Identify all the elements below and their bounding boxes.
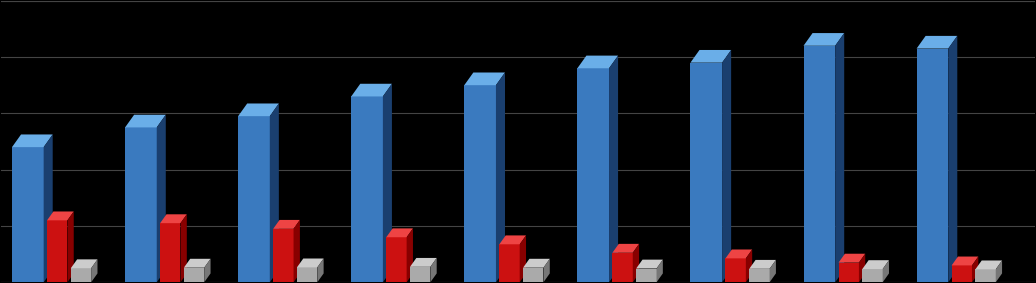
Polygon shape bbox=[770, 260, 776, 282]
Polygon shape bbox=[386, 228, 413, 237]
Polygon shape bbox=[612, 253, 633, 282]
Polygon shape bbox=[386, 237, 406, 282]
Polygon shape bbox=[297, 258, 323, 267]
Polygon shape bbox=[725, 250, 752, 258]
Polygon shape bbox=[269, 104, 279, 282]
Polygon shape bbox=[496, 72, 505, 282]
Polygon shape bbox=[577, 68, 609, 282]
Polygon shape bbox=[523, 268, 544, 282]
Polygon shape bbox=[183, 268, 204, 282]
Polygon shape bbox=[293, 220, 299, 282]
Polygon shape bbox=[406, 228, 413, 282]
Polygon shape bbox=[544, 259, 550, 282]
Polygon shape bbox=[749, 260, 776, 269]
Polygon shape bbox=[238, 104, 279, 116]
Polygon shape bbox=[430, 258, 437, 282]
Polygon shape bbox=[125, 115, 166, 127]
Polygon shape bbox=[125, 127, 156, 282]
Polygon shape bbox=[464, 72, 505, 85]
Polygon shape bbox=[804, 46, 835, 282]
Polygon shape bbox=[636, 260, 663, 269]
Polygon shape bbox=[274, 220, 299, 229]
Polygon shape bbox=[238, 116, 269, 282]
Polygon shape bbox=[351, 97, 383, 282]
Polygon shape bbox=[44, 134, 53, 282]
Polygon shape bbox=[883, 260, 889, 282]
Polygon shape bbox=[67, 211, 74, 282]
Polygon shape bbox=[156, 115, 166, 282]
Polygon shape bbox=[383, 84, 392, 282]
Polygon shape bbox=[972, 256, 978, 282]
Polygon shape bbox=[609, 55, 618, 282]
Polygon shape bbox=[636, 269, 657, 282]
Polygon shape bbox=[12, 134, 53, 147]
Polygon shape bbox=[975, 269, 996, 282]
Polygon shape bbox=[917, 49, 948, 282]
Polygon shape bbox=[12, 147, 44, 282]
Polygon shape bbox=[838, 263, 859, 282]
Polygon shape bbox=[464, 85, 496, 282]
Polygon shape bbox=[499, 235, 526, 244]
Polygon shape bbox=[690, 63, 722, 282]
Polygon shape bbox=[838, 254, 865, 263]
Polygon shape bbox=[317, 258, 323, 282]
Polygon shape bbox=[410, 267, 430, 282]
Polygon shape bbox=[47, 211, 74, 220]
Polygon shape bbox=[633, 244, 639, 282]
Polygon shape bbox=[47, 220, 67, 282]
Polygon shape bbox=[351, 84, 392, 97]
Polygon shape bbox=[523, 259, 550, 268]
Polygon shape bbox=[520, 235, 526, 282]
Polygon shape bbox=[70, 259, 97, 268]
Polygon shape bbox=[161, 223, 180, 282]
Polygon shape bbox=[410, 258, 437, 267]
Polygon shape bbox=[577, 55, 618, 68]
Polygon shape bbox=[183, 259, 210, 268]
Polygon shape bbox=[749, 269, 770, 282]
Polygon shape bbox=[499, 244, 520, 282]
Polygon shape bbox=[835, 33, 844, 282]
Polygon shape bbox=[725, 258, 746, 282]
Polygon shape bbox=[804, 33, 844, 46]
Polygon shape bbox=[722, 50, 731, 282]
Polygon shape bbox=[975, 260, 1002, 269]
Polygon shape bbox=[917, 36, 957, 49]
Polygon shape bbox=[612, 244, 639, 253]
Polygon shape bbox=[746, 250, 752, 282]
Polygon shape bbox=[657, 260, 663, 282]
Polygon shape bbox=[297, 267, 317, 282]
Polygon shape bbox=[948, 36, 957, 282]
Polygon shape bbox=[952, 256, 978, 265]
Polygon shape bbox=[70, 268, 91, 282]
Polygon shape bbox=[274, 229, 293, 282]
Polygon shape bbox=[859, 254, 865, 282]
Polygon shape bbox=[996, 260, 1002, 282]
Polygon shape bbox=[690, 50, 731, 63]
Polygon shape bbox=[204, 259, 210, 282]
Polygon shape bbox=[862, 260, 889, 269]
Polygon shape bbox=[862, 269, 883, 282]
Polygon shape bbox=[161, 214, 186, 223]
Polygon shape bbox=[180, 214, 186, 282]
Polygon shape bbox=[91, 259, 97, 282]
Polygon shape bbox=[952, 265, 972, 282]
